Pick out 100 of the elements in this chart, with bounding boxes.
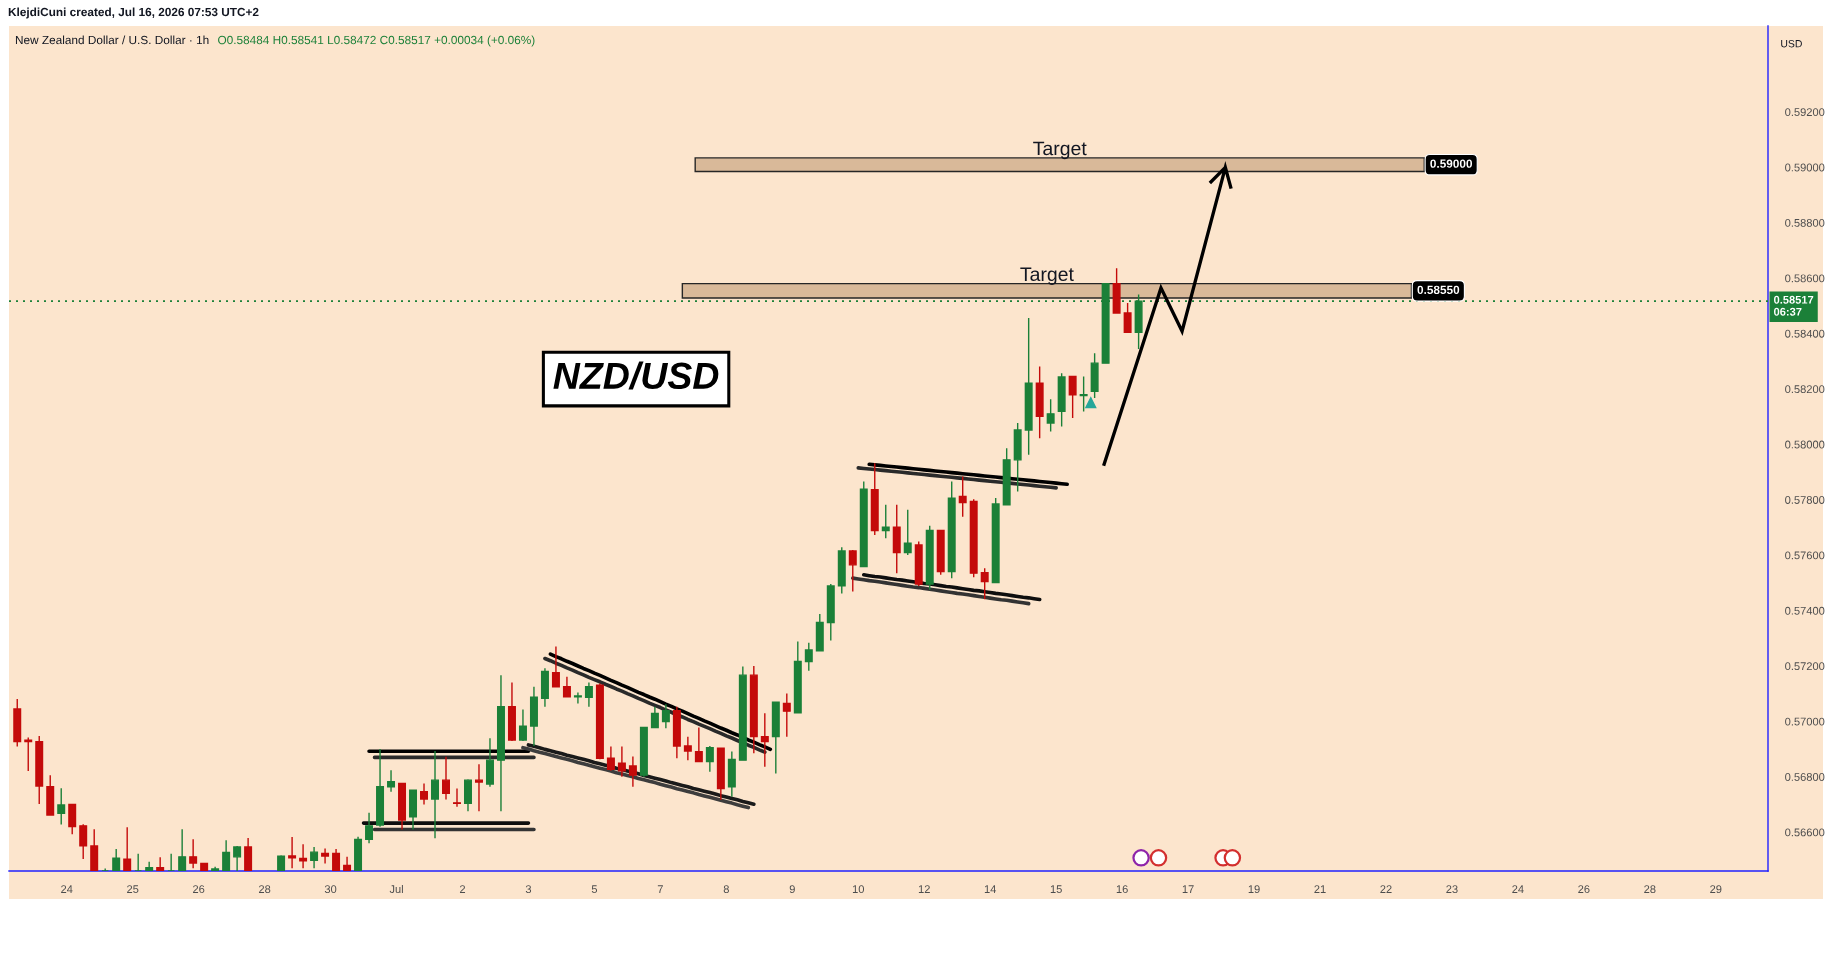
candlestick <box>288 836 297 869</box>
candlestick <box>463 778 472 812</box>
candlestick <box>892 504 901 574</box>
candlestick <box>903 509 912 556</box>
x-tick-label: 24 <box>61 885 73 893</box>
x-tick-label: 9 <box>789 885 795 894</box>
candlestick <box>1057 372 1066 428</box>
x-tick-label: 25 <box>127 885 139 894</box>
candlestick <box>958 475 967 518</box>
candlestick <box>936 529 945 576</box>
candlestick <box>551 645 560 688</box>
candlestick <box>46 774 55 817</box>
candlestick <box>727 750 736 798</box>
y-tick-label: 0.57600 <box>1785 551 1825 560</box>
candlestick <box>969 498 978 579</box>
candlestick <box>870 462 879 536</box>
candlestick <box>178 828 187 871</box>
candlestick <box>321 847 330 865</box>
candlestick <box>123 826 132 871</box>
candlestick <box>661 703 670 730</box>
candlestick <box>398 782 407 831</box>
x-tick-label: 5 <box>591 885 598 894</box>
candlestick <box>826 583 835 642</box>
candlestick <box>13 698 22 748</box>
band-label: Target <box>1033 141 1087 160</box>
candlestick <box>771 701 780 775</box>
candlestick <box>57 787 66 826</box>
candlestick <box>606 745 615 772</box>
x-tick-label: Jul <box>389 884 403 894</box>
candlestick <box>1035 365 1044 439</box>
candlestick <box>343 856 352 871</box>
candlestick <box>167 853 176 871</box>
x-tick-label: 26 <box>193 885 205 894</box>
annotation: 0.58550 <box>1417 285 1460 295</box>
candlestick <box>540 667 549 708</box>
x-tick-label: 21 <box>1314 885 1326 893</box>
x-tick-label: 8 <box>723 885 729 894</box>
candlestick <box>595 682 604 761</box>
candlestick <box>1123 302 1132 334</box>
candlestick <box>529 686 538 747</box>
candlestick <box>1013 422 1022 493</box>
x-tick-label: 28 <box>1644 885 1656 894</box>
candlestick <box>738 665 747 762</box>
y-tick-label: 0.58600 <box>1785 274 1825 283</box>
candlestick <box>1024 317 1033 456</box>
text: KlejdiCuni created, Jul 16, 2026 07:53 UTC+2 <box>8 7 259 19</box>
y-tick-label: 0.57800 <box>1785 496 1825 504</box>
candlestick <box>507 681 516 742</box>
x-tick-label: 28 <box>258 885 271 894</box>
candlestick <box>672 706 681 759</box>
candlestick <box>420 782 429 806</box>
text: O0.58484 H0.58541 L0.58472 C0.58517 +0.00034 (+0.06%) <box>218 35 535 47</box>
x-tick-label: 16 <box>1116 885 1128 894</box>
candlestick <box>991 497 1000 584</box>
y-tick-label: 0.59200 <box>1785 108 1825 117</box>
candlestick <box>442 756 450 801</box>
candlestick <box>68 803 77 835</box>
candlestick <box>760 712 769 768</box>
y-tick-label: 0.57200 <box>1785 662 1825 671</box>
candlestick <box>782 692 791 738</box>
candlestick <box>453 787 461 808</box>
x-tick-label: 26 <box>1578 885 1590 894</box>
candlestick <box>573 691 582 705</box>
y-tick-label: 0.58400 <box>1785 329 1825 338</box>
candlestick <box>925 525 934 591</box>
candlestick <box>310 846 319 869</box>
x-tick-label: 29 <box>1710 885 1722 894</box>
candlestick <box>222 839 231 871</box>
candlestick <box>365 812 374 844</box>
x-tick-label: 10 <box>852 885 865 894</box>
candlestick <box>683 735 692 761</box>
candlestick <box>694 726 703 763</box>
candlestick <box>1046 398 1055 433</box>
x-tick-label: 12 <box>918 885 930 893</box>
candlestick <box>1068 375 1077 419</box>
candlestick <box>793 640 802 715</box>
candlestick <box>1090 352 1099 399</box>
ref-line-label: 0.58517 06:37 <box>1773 295 1814 316</box>
x-tick-label: 23 <box>1446 885 1458 894</box>
candlestick <box>716 746 725 801</box>
candlestick <box>233 845 242 871</box>
x-tick-label: 30 <box>324 885 337 894</box>
candlestick <box>815 613 824 653</box>
candlestick <box>354 835 363 871</box>
candlestick <box>79 823 88 860</box>
annotation: 0.59000 <box>1430 159 1473 168</box>
x-tick-label: 22 <box>1380 885 1392 893</box>
candlestick <box>387 769 396 793</box>
candlestick <box>848 549 857 593</box>
candlestick <box>474 763 483 812</box>
candlestick <box>947 480 956 579</box>
y-tick-label: 0.57400 <box>1785 606 1825 615</box>
candlestick <box>1002 447 1011 507</box>
x-tick-label: 15 <box>1050 885 1062 894</box>
candlestick <box>134 853 143 871</box>
annotation: NZD/USD <box>553 361 719 390</box>
candlestick <box>409 789 418 831</box>
x-tick-label: 7 <box>657 885 663 893</box>
candlestick <box>1112 267 1121 314</box>
candlestick <box>189 838 198 869</box>
